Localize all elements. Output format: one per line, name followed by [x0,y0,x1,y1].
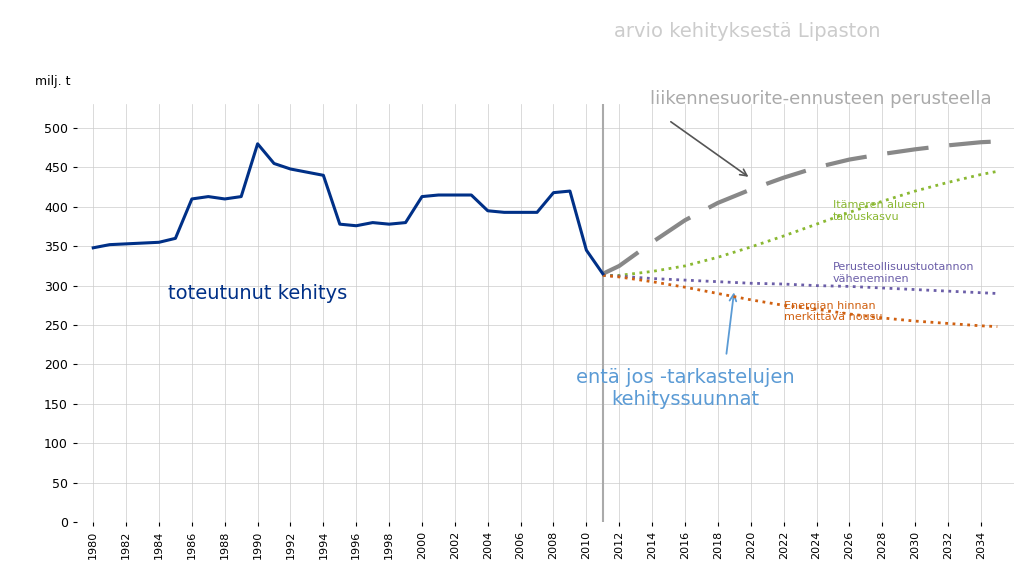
Text: Perusteollisuustuotannon
väheneminen: Perusteollisuustuotannon väheneminen [833,262,975,284]
Text: milj. t: milj. t [35,75,70,88]
Text: arvio kehityksestä Lipaston: arvio kehityksestä Lipaston [614,22,881,41]
Text: liikennesuorite-ennusteen perusteella: liikennesuorite-ennusteen perusteella [650,90,992,108]
Text: toteutunut kehitys: toteutunut kehitys [168,284,347,303]
Text: Itämeren alueen
talouskasvu: Itämeren alueen talouskasvu [833,200,925,222]
Text: Energian hinnan
merkittävä nousu: Energian hinnan merkittävä nousu [783,301,882,322]
Text: entä jos -tarkastelujen
kehityssuunnat: entä jos -tarkastelujen kehityssuunnat [575,368,795,408]
